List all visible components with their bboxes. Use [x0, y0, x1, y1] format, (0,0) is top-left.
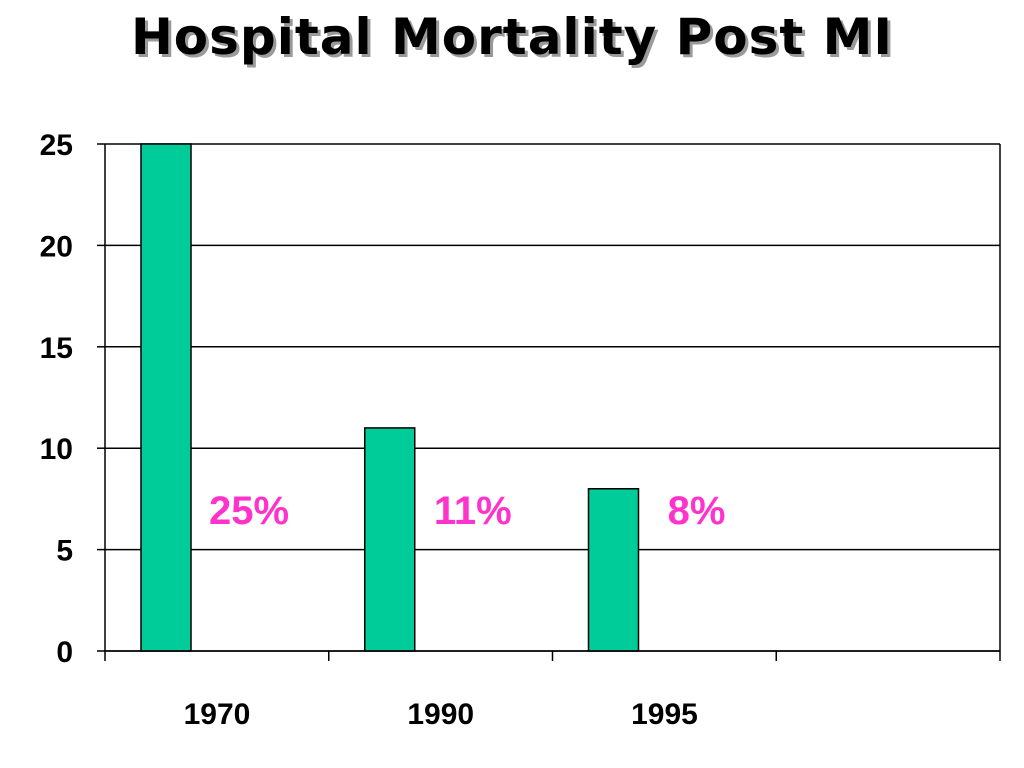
y-tick-label-0: 0: [56, 636, 73, 669]
y-tick-label-20: 20: [40, 230, 73, 263]
bar-1970: [140, 143, 192, 652]
bar-1990: [364, 427, 416, 652]
x-tick-label-1970: 1970: [184, 698, 251, 731]
axes: [97, 143, 1001, 661]
y-tick-label-5: 5: [56, 535, 73, 568]
gridlines: [105, 143, 1000, 652]
y-tick-label-10: 10: [40, 433, 73, 466]
data-label-1970: 25%: [209, 489, 289, 533]
y-tick-label-25: 25: [40, 129, 73, 162]
bars: [140, 143, 640, 652]
y-tick-label-15: 15: [40, 332, 73, 365]
chart-title: Hospital Mortality Post MI: [130, 8, 894, 66]
data-label-1995: 8%: [668, 489, 726, 533]
bar-1995: [587, 488, 640, 652]
x-tick-label-1995: 1995: [631, 698, 698, 731]
data-label-1990: 11%: [434, 489, 512, 533]
labels: 0 5 10 15 20 25 1970 25% 1990 11% 1995 8%: [40, 129, 726, 731]
x-tick-label-1990: 1990: [407, 698, 474, 731]
